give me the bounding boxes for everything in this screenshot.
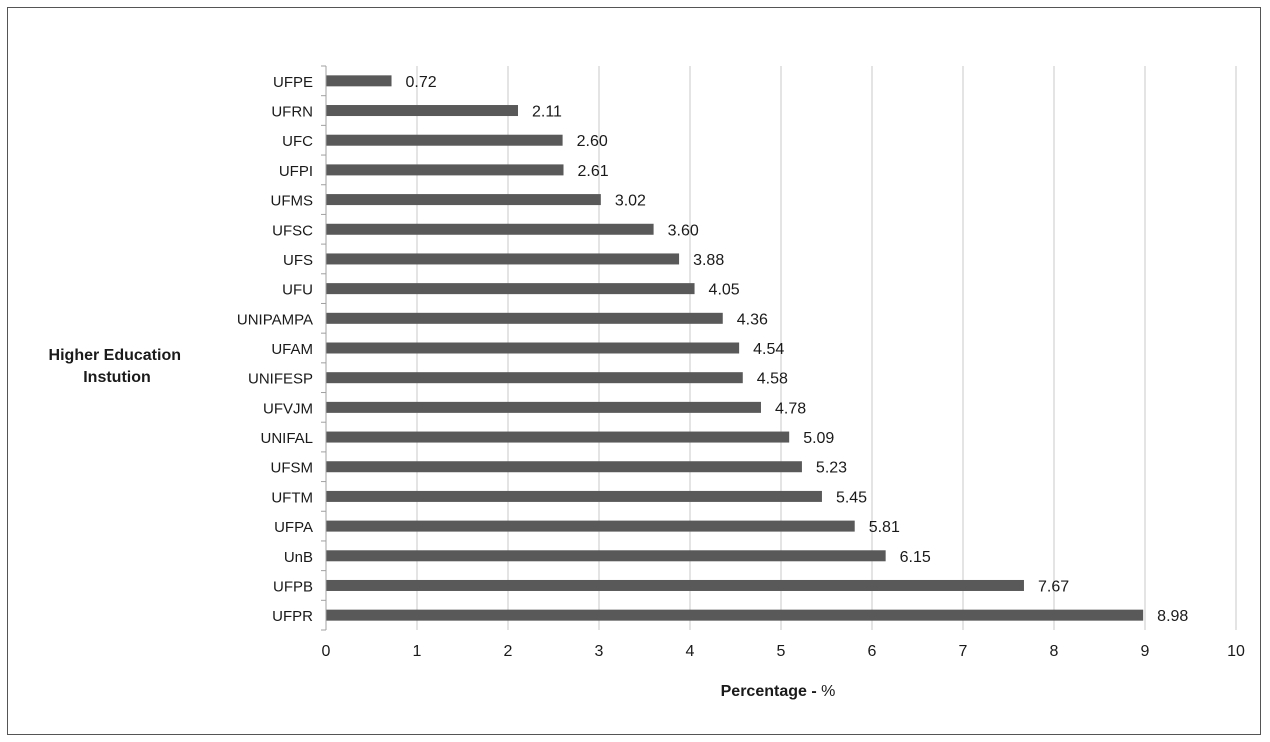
x-tick-label: 8 [1050, 643, 1059, 660]
data-label: 8.98 [1157, 608, 1188, 625]
bar [326, 520, 855, 532]
data-labels: 0.72 2.11 2.60 2.61 3.02 3.60 3.88 4.05 4.36 4.54… [406, 74, 1189, 625]
x-tick-label: 3 [595, 643, 604, 660]
category-label: UFVJM [263, 400, 313, 417]
data-label: 2.60 [577, 133, 608, 150]
y-axis-title-line-2: Instution [83, 369, 151, 386]
x-axis-title: Percentage - % [721, 683, 836, 700]
x-tick-label: 0 [322, 643, 331, 660]
bar [326, 253, 680, 265]
category-label: UFPR [272, 608, 313, 625]
y-axis-title-line-1: Higher Education [49, 347, 181, 364]
category-label: UFPI [279, 163, 313, 180]
bar [326, 223, 654, 235]
category-label: UNIFESP [248, 371, 313, 388]
data-label: 2.11 [532, 104, 562, 121]
data-label: 4.58 [757, 371, 788, 388]
category-labels: UFPE UFRN UFC UFPI UFMS UFSC UFS UFU UNIPAMPA UFA… [237, 74, 313, 625]
data-label: 3.60 [668, 222, 699, 239]
data-label: 7.67 [1038, 578, 1069, 595]
bar [326, 283, 695, 295]
data-label: 4.05 [709, 282, 740, 299]
category-label: UFSM [271, 460, 314, 477]
category-label: UnB [284, 549, 313, 566]
x-tick-label: 4 [686, 643, 695, 660]
data-label: 4.36 [737, 311, 768, 328]
data-label: 5.09 [803, 430, 834, 447]
category-label: UFMS [271, 193, 314, 210]
x-tick-labels: 0 1 2 3 4 5 6 7 8 9 10 [322, 643, 1245, 660]
x-tick-label: 1 [413, 643, 422, 660]
data-label: 5.45 [836, 489, 867, 506]
bar [326, 75, 392, 87]
data-label: 6.15 [900, 549, 931, 566]
category-label: UFU [282, 282, 313, 299]
grid-lines [321, 65, 1237, 631]
bar [326, 579, 1024, 591]
category-label: UFPA [274, 519, 313, 536]
bar [326, 609, 1144, 621]
category-label: UFTM [271, 489, 313, 506]
bar [326, 550, 886, 562]
bar [326, 194, 601, 206]
data-label: 4.54 [753, 341, 784, 358]
bar [326, 461, 802, 473]
x-tick-label: 7 [959, 643, 968, 660]
bar [326, 372, 743, 384]
category-label: UFRN [271, 104, 313, 121]
bar [326, 312, 723, 324]
category-label: UNIFAL [260, 430, 313, 447]
bar [326, 431, 790, 443]
data-label: 5.81 [869, 519, 900, 536]
x-tick-label: 10 [1227, 643, 1245, 660]
data-label: 3.02 [615, 193, 646, 210]
x-tick-label: 5 [777, 643, 786, 660]
bar [326, 164, 564, 176]
bar [326, 134, 563, 146]
data-label: 3.88 [693, 252, 724, 269]
bars [326, 75, 1144, 621]
data-label: 2.61 [578, 163, 609, 180]
category-label: UFPB [273, 578, 313, 595]
bar [326, 105, 519, 117]
x-tick-label: 6 [868, 643, 877, 660]
bar [326, 401, 761, 413]
x-tick-label: 2 [504, 643, 513, 660]
bar [326, 342, 740, 354]
category-label: UFSC [272, 222, 313, 239]
data-label: 5.23 [816, 460, 847, 477]
bar [326, 490, 822, 502]
category-label: UFS [283, 252, 313, 269]
y-axis-title: Higher Education Instution [49, 347, 186, 386]
x-tick-label: 9 [1141, 643, 1150, 660]
category-label: UNIPAMPA [237, 311, 313, 328]
category-label: UFC [282, 133, 313, 150]
category-label: UFPE [273, 74, 313, 91]
x-axis-unit: % [821, 683, 835, 700]
data-label: 4.78 [775, 400, 806, 417]
category-label: UFAM [271, 341, 313, 358]
data-label: 0.72 [406, 74, 437, 91]
